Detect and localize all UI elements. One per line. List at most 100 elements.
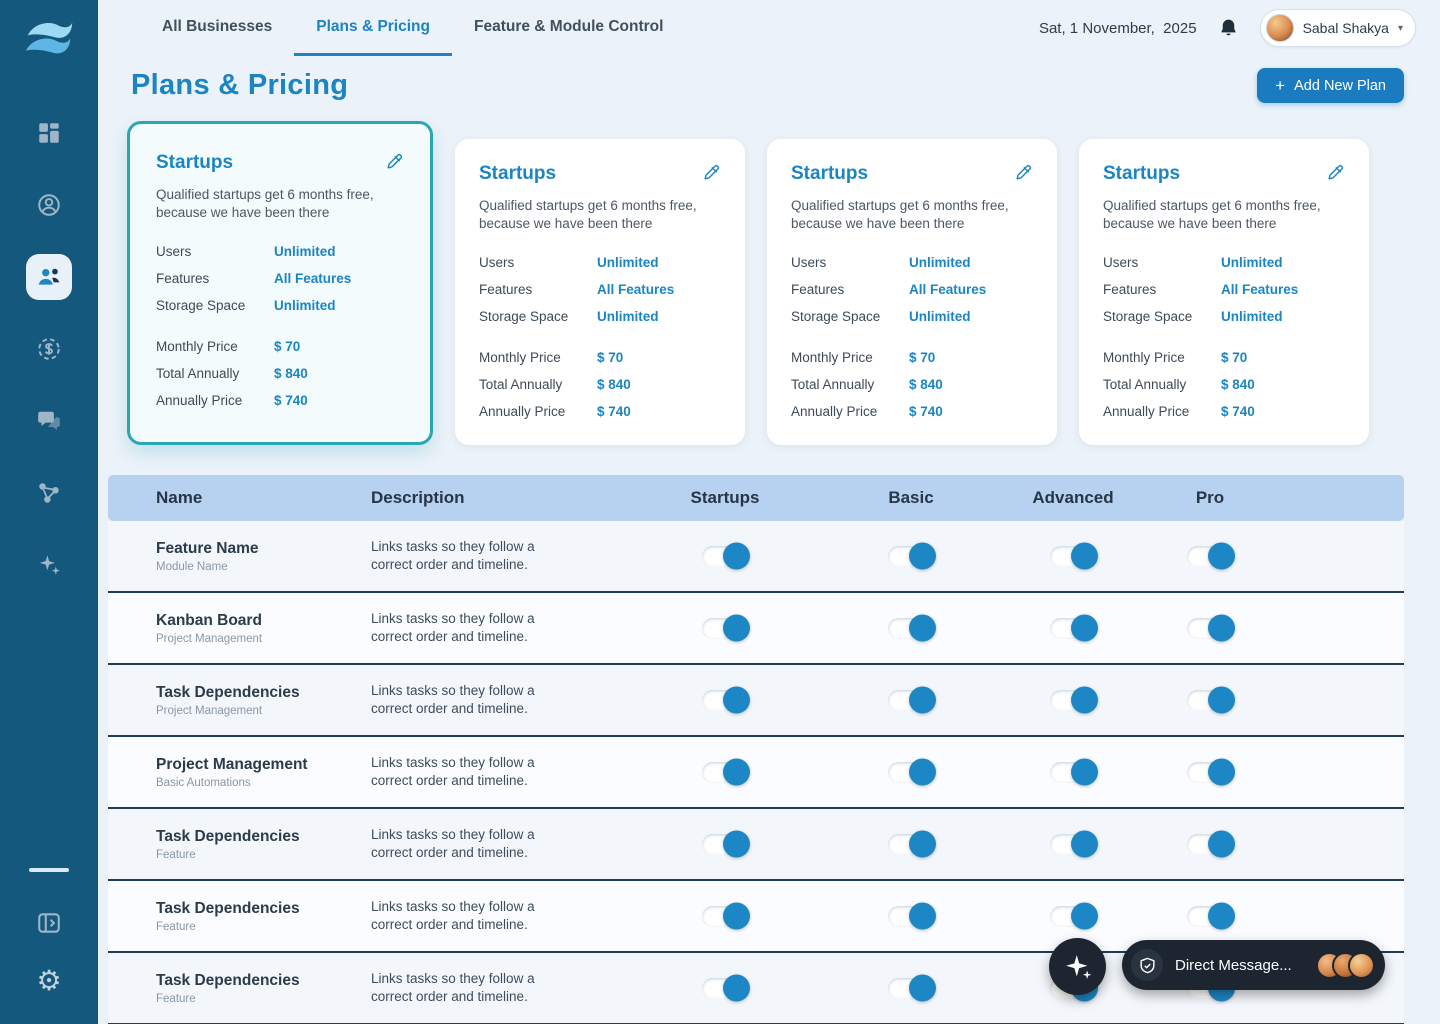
toggle-pro[interactable] bbox=[1187, 614, 1235, 642]
plan-feature-row: Features All Features bbox=[791, 282, 1033, 297]
tab-feature-module-control[interactable]: Feature & Module Control bbox=[473, 17, 664, 35]
toggle-advanced[interactable] bbox=[1050, 686, 1098, 714]
toggle-knob bbox=[909, 902, 936, 930]
plan-feature-row: Users Unlimited bbox=[791, 255, 1033, 270]
toggle-basic[interactable] bbox=[888, 542, 936, 570]
plan-feature-value: Unlimited bbox=[1221, 309, 1283, 325]
table-row: Feature Name Module Name Links tasks so t… bbox=[108, 521, 1404, 594]
toggle-advanced[interactable] bbox=[1050, 830, 1098, 858]
toggle-knob bbox=[909, 614, 936, 642]
feature-description: Links tasks so they follow a correct ord… bbox=[371, 682, 535, 717]
plan-price-row: Monthly Price $ 70 bbox=[156, 339, 404, 354]
main-area: All Businesses Plans & Pricing Feature &… bbox=[98, 0, 1440, 1024]
plan-feature-label: Users bbox=[156, 244, 192, 260]
plan-card-selected[interactable]: Startups Qualified startups get 6 months… bbox=[127, 121, 433, 446]
toggle-advanced[interactable] bbox=[1050, 614, 1098, 642]
plan-price-label: Annually Price bbox=[1103, 404, 1190, 420]
toggle-basic[interactable] bbox=[888, 974, 936, 1002]
edit-plan-icon[interactable] bbox=[1014, 163, 1033, 182]
plan-price-label: Total Annually bbox=[156, 366, 240, 382]
toggle-startups[interactable] bbox=[702, 686, 750, 714]
plan-price-row: Total Annually $ 840 bbox=[156, 366, 404, 381]
sidebar-item-logout[interactable] bbox=[26, 900, 72, 946]
toggle-basic[interactable] bbox=[888, 614, 936, 642]
plan-feature-row: Users Unlimited bbox=[156, 244, 404, 259]
tab-plans-pricing[interactable]: Plans & Pricing bbox=[294, 0, 452, 56]
sidebar-item-settings[interactable]: ⚙ bbox=[26, 958, 72, 1004]
avatar bbox=[1348, 951, 1375, 979]
plan-card[interactable]: Startups Qualified startups get 6 months… bbox=[767, 139, 1057, 446]
toggle-advanced[interactable] bbox=[1050, 758, 1098, 786]
plan-price-row: Annually Price $ 740 bbox=[156, 393, 404, 408]
table-row: Project Management Basic Automations Link… bbox=[108, 737, 1404, 810]
add-new-plan-button[interactable]: + Add New Plan bbox=[1257, 68, 1404, 103]
toggle-startups[interactable] bbox=[702, 758, 750, 786]
ai-assistant-button[interactable] bbox=[1049, 938, 1106, 995]
plan-feature-label: Users bbox=[479, 255, 515, 271]
feature-description: Links tasks so they follow a correct ord… bbox=[371, 898, 535, 933]
edit-plan-icon[interactable] bbox=[1326, 163, 1345, 182]
plan-card[interactable]: Startups Qualified startups get 6 months… bbox=[1079, 139, 1369, 446]
feature-name: Task Dependencies bbox=[156, 899, 300, 917]
sidebar-item-ai[interactable] bbox=[26, 542, 72, 588]
toggle-pro[interactable] bbox=[1187, 542, 1235, 570]
feature-category: Feature bbox=[156, 848, 196, 861]
toggle-basic[interactable] bbox=[888, 758, 936, 786]
toggle-startups[interactable] bbox=[702, 542, 750, 570]
plan-price-value: $ 840 bbox=[909, 377, 943, 393]
toggle-advanced[interactable] bbox=[1050, 542, 1098, 570]
toggle-knob bbox=[1208, 758, 1235, 786]
current-date: Sat, 1 November, 2025 bbox=[1038, 19, 1197, 37]
plan-feature-value: Unlimited bbox=[1221, 255, 1283, 271]
plan-price-row: Annually Price $ 740 bbox=[479, 404, 721, 419]
team-icon bbox=[36, 264, 62, 290]
toggle-startups[interactable] bbox=[702, 974, 750, 1002]
edit-plan-icon[interactable] bbox=[702, 163, 721, 182]
toggle-startups[interactable] bbox=[702, 902, 750, 930]
toggle-startups[interactable] bbox=[702, 614, 750, 642]
plan-feature-row: Storage Space Unlimited bbox=[791, 309, 1033, 324]
tab-all-businesses[interactable]: All Businesses bbox=[162, 17, 273, 35]
plan-price-value: $ 70 bbox=[909, 350, 936, 366]
chevron-down-icon: ▾ bbox=[1397, 22, 1403, 34]
topnav-right: Sat, 1 November, 2025 Sabal Shakya ▾ bbox=[1039, 9, 1416, 47]
plan-price-row: Total Annually $ 840 bbox=[1103, 377, 1345, 392]
sidebar-item-dashboard[interactable] bbox=[26, 110, 72, 156]
sidebar-item-account[interactable] bbox=[26, 182, 72, 228]
toggle-knob bbox=[909, 758, 936, 786]
toggle-knob bbox=[1071, 758, 1098, 786]
toggle-basic[interactable] bbox=[888, 830, 936, 858]
toggle-advanced[interactable] bbox=[1050, 902, 1098, 930]
toggle-basic[interactable] bbox=[888, 902, 936, 930]
sidebar-item-billing[interactable] bbox=[26, 326, 72, 372]
toggle-startups[interactable] bbox=[702, 830, 750, 858]
notification-bell-icon[interactable] bbox=[1217, 17, 1240, 40]
top-tabs: All Businesses Plans & Pricing Feature &… bbox=[140, 0, 685, 56]
sidebar-item-integrations[interactable] bbox=[26, 470, 72, 516]
toggle-basic[interactable] bbox=[888, 686, 936, 714]
toggle-knob bbox=[723, 542, 750, 570]
toggle-knob bbox=[723, 686, 750, 714]
feature-name: Kanban Board bbox=[156, 611, 262, 629]
edit-plan-icon[interactable] bbox=[385, 152, 404, 171]
sidebar: ⚙ bbox=[0, 0, 98, 1024]
billing-icon bbox=[36, 336, 62, 362]
plan-feature-label: Users bbox=[791, 255, 827, 271]
plan-price-label: Annually Price bbox=[479, 404, 566, 420]
toggle-knob bbox=[723, 974, 750, 1002]
toggle-knob bbox=[723, 758, 750, 786]
user-menu[interactable]: Sabal Shakya ▾ bbox=[1259, 9, 1416, 47]
network-icon bbox=[36, 480, 62, 506]
column-header-description: Description bbox=[371, 488, 465, 508]
toggle-knob bbox=[723, 830, 750, 858]
sidebar-item-team[interactable] bbox=[26, 254, 72, 300]
sidebar-item-messages[interactable] bbox=[26, 398, 72, 444]
plan-title: Startups bbox=[1103, 163, 1181, 184]
direct-message-widget[interactable]: Direct Message... bbox=[1122, 940, 1385, 990]
app-logo[interactable] bbox=[20, 16, 78, 62]
toggle-pro[interactable] bbox=[1187, 902, 1235, 930]
toggle-pro[interactable] bbox=[1187, 830, 1235, 858]
toggle-pro[interactable] bbox=[1187, 686, 1235, 714]
plan-card[interactable]: Startups Qualified startups get 6 months… bbox=[455, 139, 745, 446]
toggle-pro[interactable] bbox=[1187, 758, 1235, 786]
